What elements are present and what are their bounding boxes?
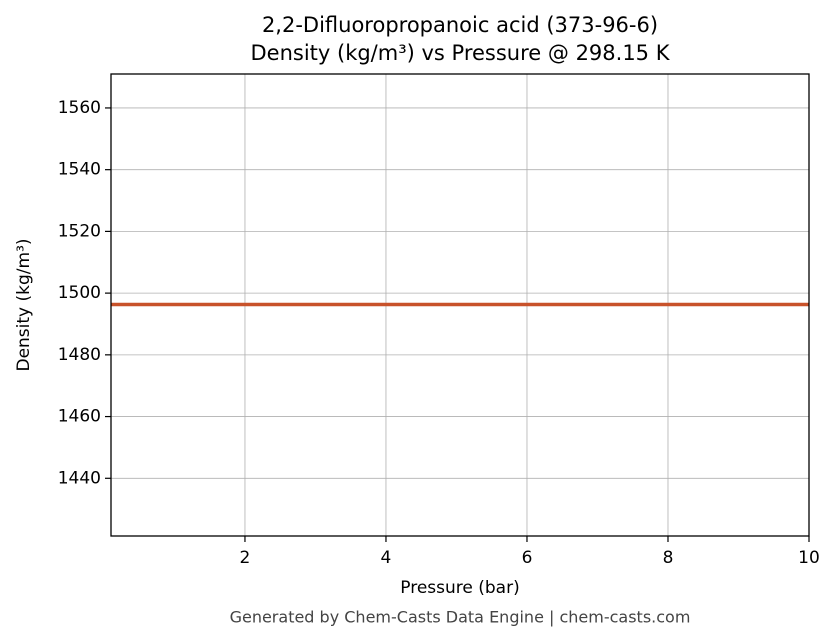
plot-frame xyxy=(110,73,810,537)
chart-title: 2,2-Difluoropropanoic acid (373-96-6) xyxy=(262,13,658,37)
footer: Generated by Chem-Casts Data Engine | ch… xyxy=(230,608,691,627)
x-tick-label: 6 xyxy=(522,548,533,568)
x-axis-label: Pressure (bar) xyxy=(400,578,519,598)
y-tick-label: 1460 xyxy=(58,407,101,427)
y-tick-label: 1480 xyxy=(58,345,101,365)
x-tick-label: 8 xyxy=(663,548,674,568)
y-tick-label: 1500 xyxy=(58,283,101,303)
x-tick-label: 10 xyxy=(798,548,820,568)
x-tick-label: 2 xyxy=(240,548,251,568)
y-tick-label: 1560 xyxy=(58,98,101,118)
y-tick-label: 1440 xyxy=(58,468,101,488)
y-tick-label: 1520 xyxy=(58,221,101,241)
y-tick-label: 1540 xyxy=(58,160,101,180)
y-axis-label: Density (kg/m³) xyxy=(14,238,34,371)
chart-subtitle: Density (kg/m³) vs Pressure @ 298.15 K xyxy=(250,41,670,65)
x-tick-label: 4 xyxy=(381,548,392,568)
